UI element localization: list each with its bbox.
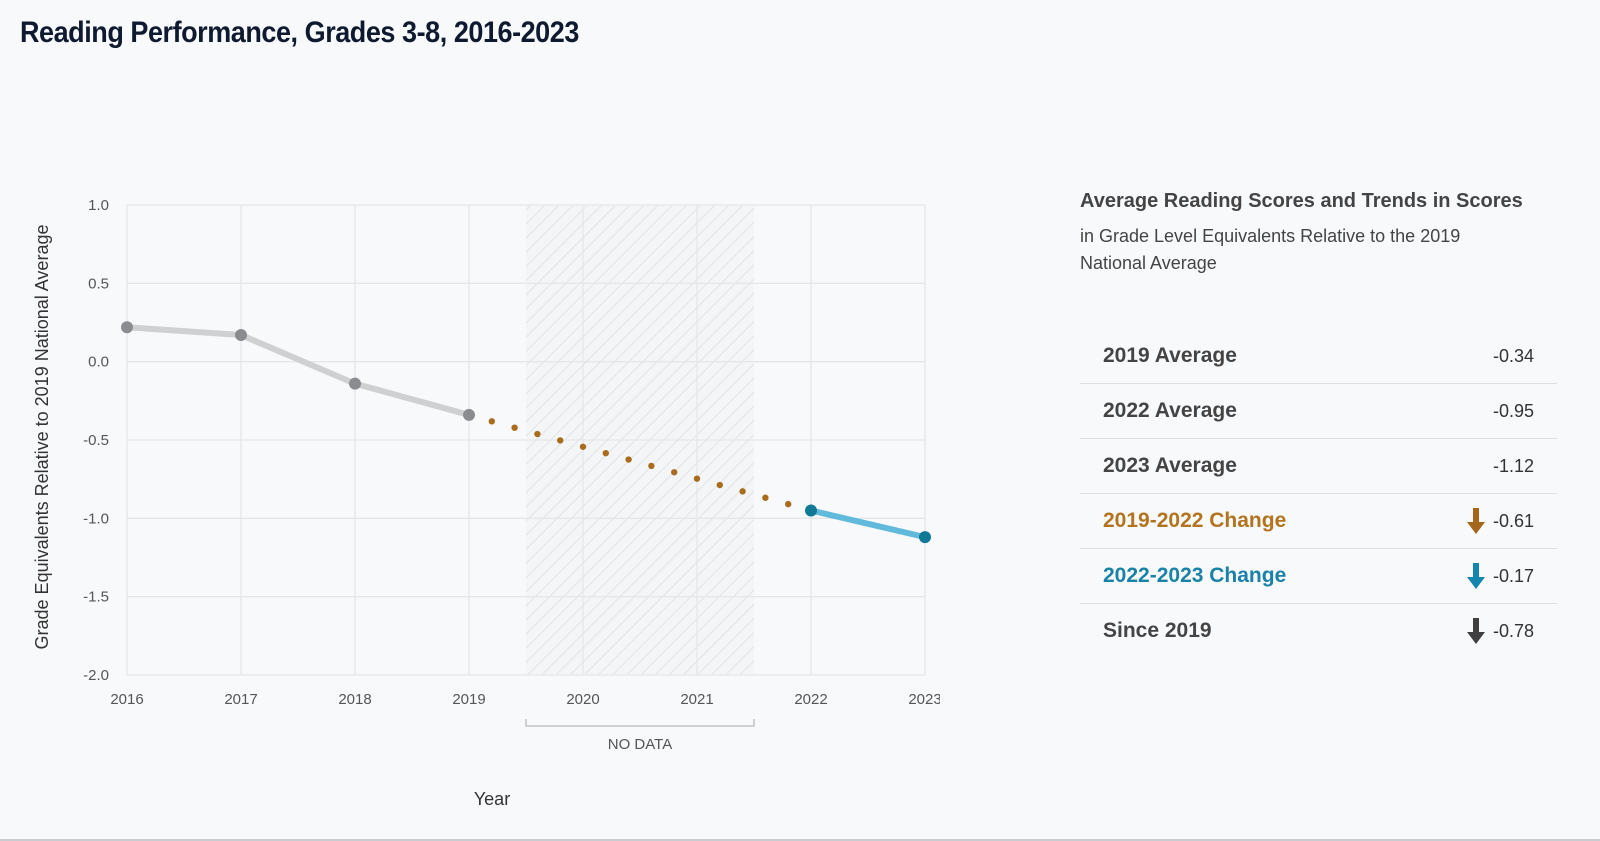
gap-dot xyxy=(557,437,564,444)
y-tick-label: -2.0 xyxy=(83,667,109,684)
stat-value: -0.34 xyxy=(1492,345,1534,366)
stat-label: 2022 Average xyxy=(1103,399,1237,422)
stat-row: 2019 Average -0.34 xyxy=(1080,329,1557,384)
x-axis-title: Year xyxy=(474,789,510,809)
gap-dot xyxy=(648,462,655,470)
scores-panel: Average Reading Scores and Trends in Sco… xyxy=(1080,190,1557,658)
y-tick-label: -1.5 xyxy=(83,589,109,606)
x-tick-label: 2022 xyxy=(794,691,827,708)
series-line-2016-2019 xyxy=(124,324,472,418)
no-data-label: NO DATA xyxy=(608,736,672,753)
x-tick-label: 2021 xyxy=(680,691,713,708)
stat-row: Since 2019 -0.78 xyxy=(1080,604,1557,658)
down-arrow-icon xyxy=(1467,563,1485,589)
stat-row: 2019-2022 Change -0.61 xyxy=(1080,494,1557,549)
stat-value: -0.17 xyxy=(1492,565,1534,586)
gap-dot xyxy=(602,449,609,457)
y-tick-label: -1.0 xyxy=(83,510,109,527)
stat-value: -0.61 xyxy=(1492,510,1534,531)
x-tick-label: 2018 xyxy=(338,691,371,708)
stats-table: 2019 Average -0.34 2022 Average -0.95 2023 A… xyxy=(1080,329,1557,658)
stat-row: 2023 Average -1.12 xyxy=(1080,439,1557,494)
x-tick-label: 2020 xyxy=(566,691,599,708)
gap-dot xyxy=(762,494,769,501)
y-tick-label: 0.0 xyxy=(88,354,109,371)
data-point-2016 xyxy=(121,321,133,334)
data-point-2017 xyxy=(235,329,247,342)
panel-subtitle: in Grade Level Equivalents Relative to t… xyxy=(1080,226,1461,273)
page-divider xyxy=(0,839,1600,841)
down-arrow-icon xyxy=(1467,618,1485,644)
gap-dot xyxy=(739,488,746,495)
x-tick-label: 2019 xyxy=(452,691,485,708)
x-tick-label: 2016 xyxy=(110,691,143,708)
gap-dot xyxy=(716,481,723,489)
stat-label: 2019-2022 Change xyxy=(1103,509,1287,532)
gap-dot xyxy=(534,430,541,438)
data-point-2019 xyxy=(463,408,475,421)
stat-value: -1.12 xyxy=(1492,455,1534,476)
stat-label: 2023 Average xyxy=(1103,454,1237,477)
gap-dot xyxy=(579,443,587,450)
data-point-2023 xyxy=(919,531,931,544)
gap-dot xyxy=(488,418,495,425)
x-tick-label: 2023 xyxy=(908,691,940,708)
data-point-2022 xyxy=(805,504,817,517)
stat-label: 2022-2023 Change xyxy=(1103,564,1287,587)
panel-title: Average Reading Scores and Trends in Sco… xyxy=(1080,190,1523,212)
y-axis-title: Grade Equivalents Relative to 2019 Natio… xyxy=(32,225,52,650)
series-line-2022-2023 xyxy=(808,507,928,541)
stat-value: -0.95 xyxy=(1492,400,1534,421)
x-tick-label: 2017 xyxy=(224,691,257,708)
down-arrow-icon xyxy=(1467,508,1485,534)
stat-row: 2022 Average -0.95 xyxy=(1080,384,1557,439)
y-tick-label: 0.5 xyxy=(88,275,109,292)
page-title: Reading Performance, Grades 3-8, 2016-20… xyxy=(20,16,579,49)
gap-dot xyxy=(625,456,632,463)
stat-row: 2022-2023 Change -0.17 xyxy=(1080,549,1557,604)
stat-label: 2019 Average xyxy=(1103,344,1237,367)
y-tick-label: 1.0 xyxy=(88,197,109,214)
gap-dot xyxy=(511,424,518,431)
gap-dot xyxy=(693,475,701,482)
stat-label: Since 2019 xyxy=(1103,619,1212,642)
gap-dot xyxy=(785,500,792,508)
stat-value: -0.78 xyxy=(1492,620,1534,641)
data-point-2018 xyxy=(349,377,361,390)
y-tick-label: -0.5 xyxy=(83,432,109,449)
gap-dot xyxy=(671,469,678,476)
no-data-bracket xyxy=(525,719,755,727)
